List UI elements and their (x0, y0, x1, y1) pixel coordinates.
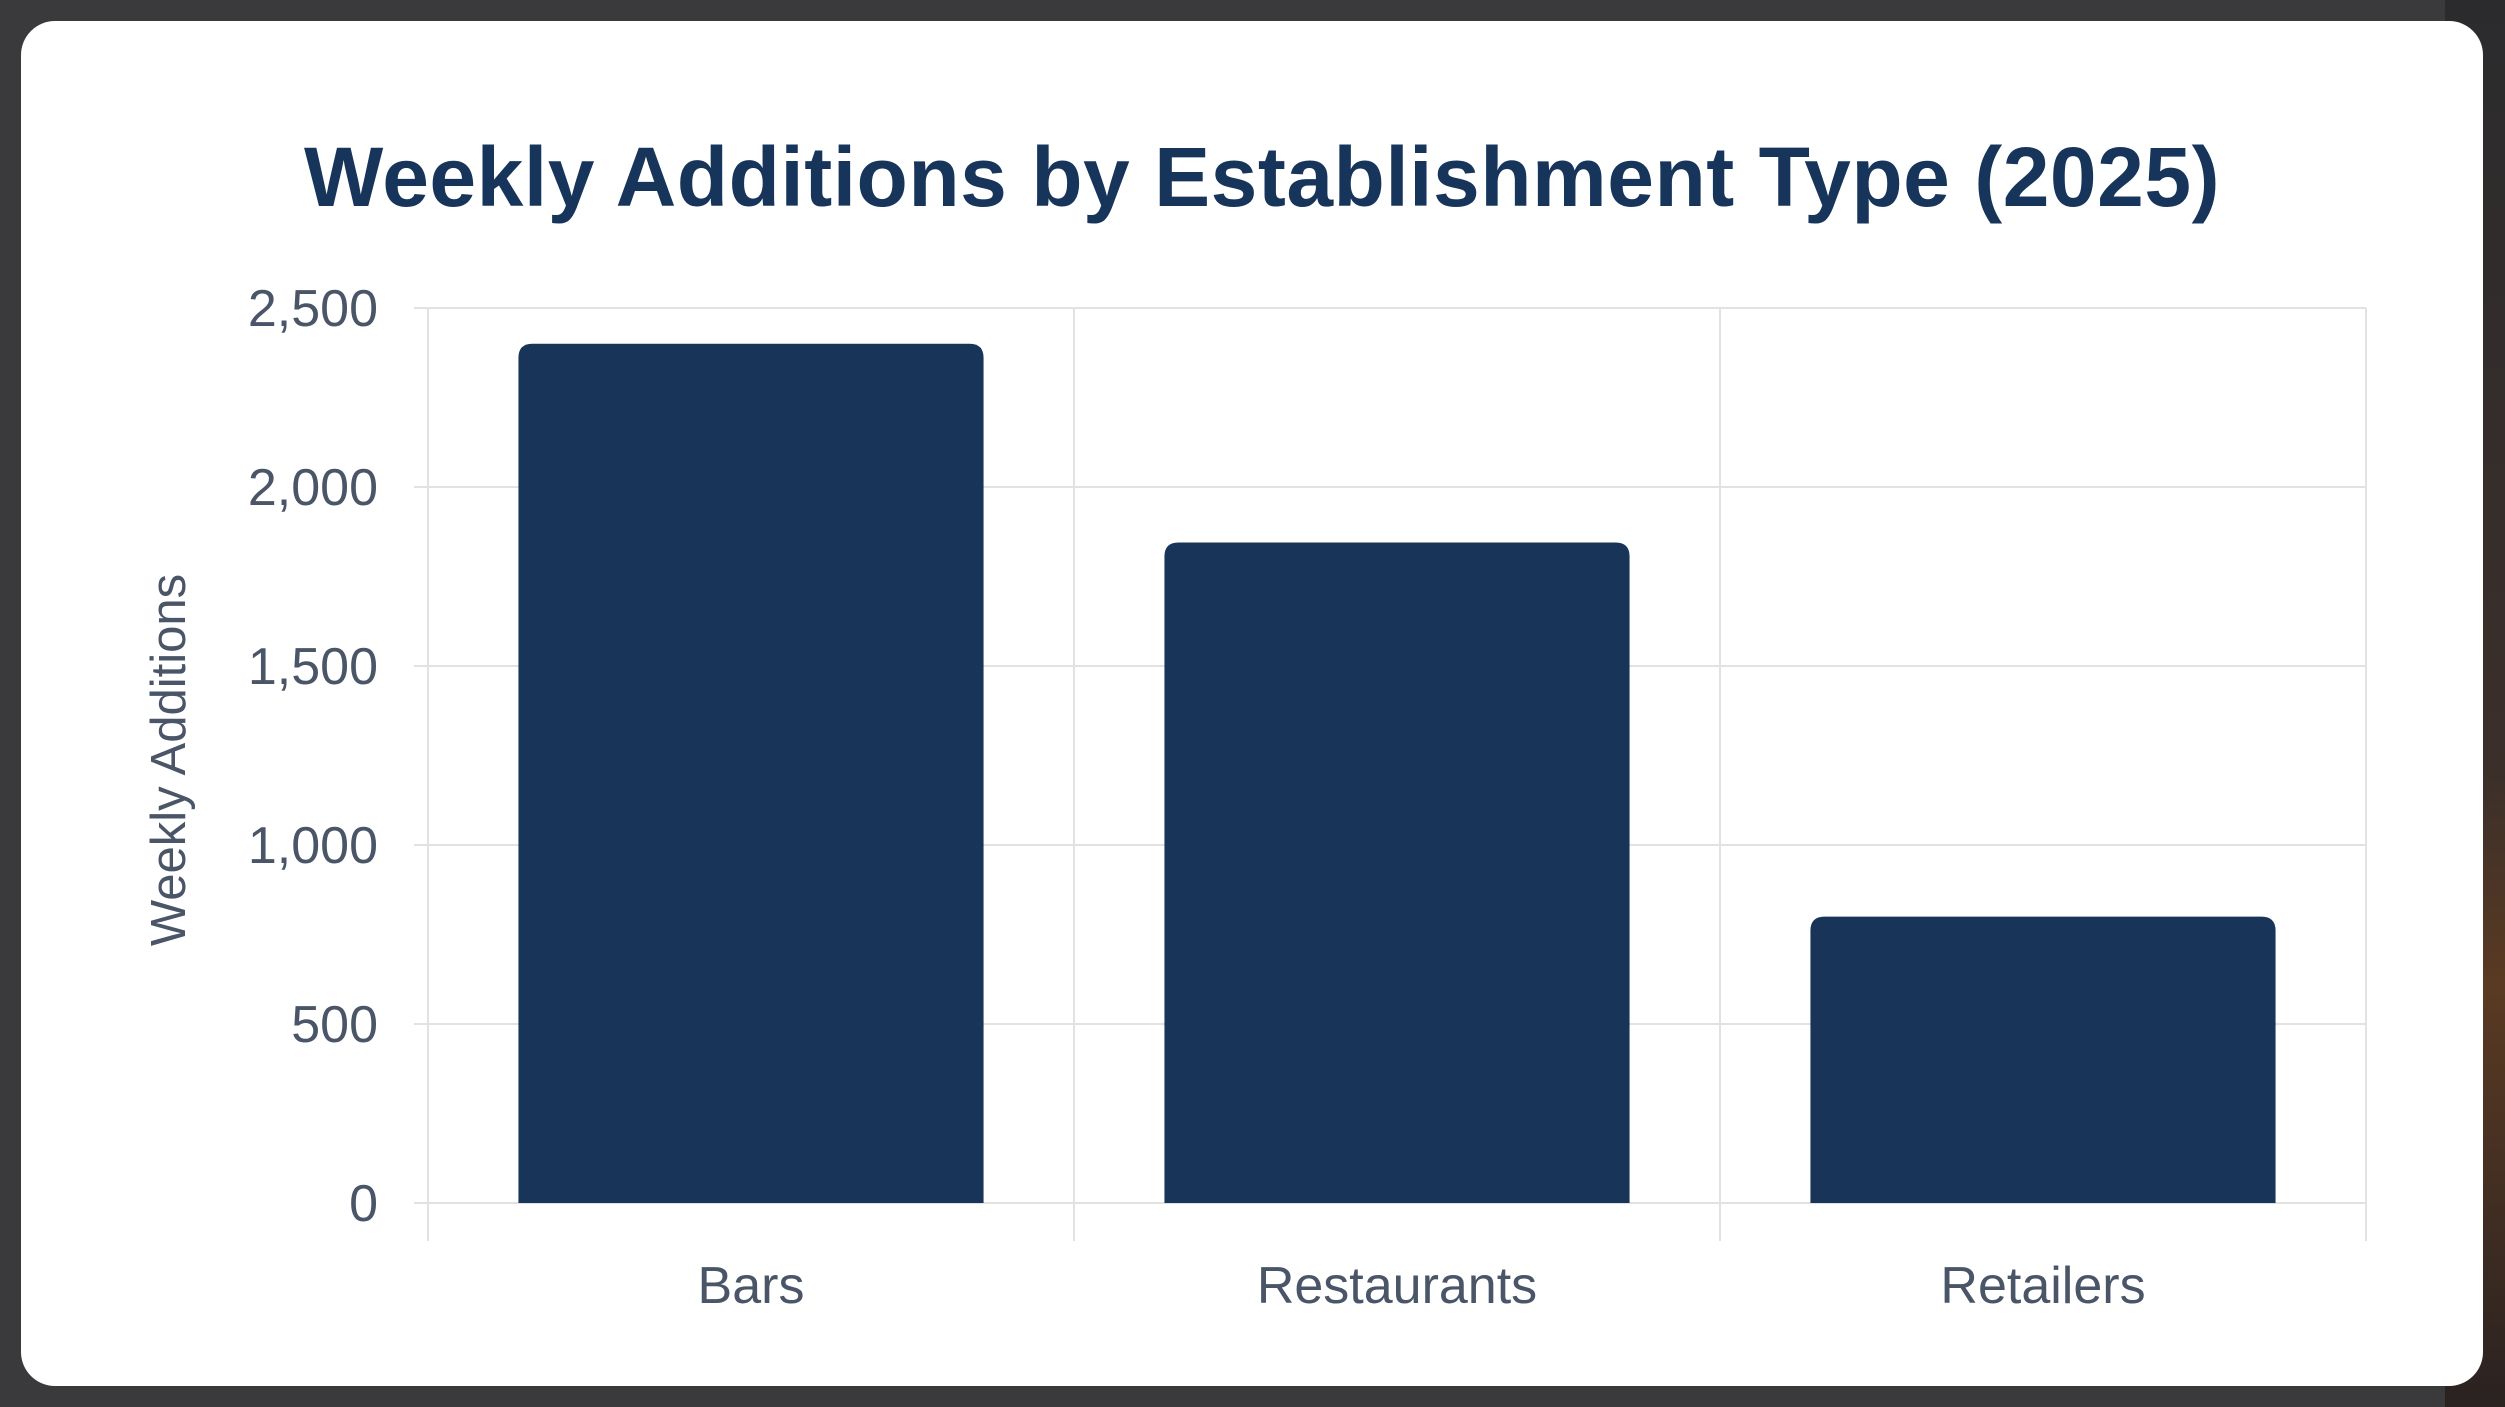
x-tick-label: Restaurants (1257, 1257, 1537, 1315)
y-axis-label: Weekly Additions (142, 574, 196, 946)
y-tick-label: 500 (291, 996, 378, 1054)
bars (518, 343, 2276, 1203)
chart-title: Weekly Additions by Establishment Type (… (303, 130, 2221, 224)
x-axis-ticks: Bars Restaurants Retailers (698, 1257, 2146, 1315)
x-tick-label: Bars (698, 1257, 805, 1315)
y-tick-label: 2,500 (248, 280, 378, 338)
y-tick-label: 1,500 (248, 638, 378, 696)
bar-bars (518, 343, 984, 1203)
y-tick-label: 2,000 (248, 459, 378, 517)
y-axis-ticks: 0 500 1,000 1,500 2,000 2,500 (248, 280, 378, 1233)
y-tick-label: 1,000 (248, 817, 378, 875)
x-tick-label: Retailers (1940, 1257, 2145, 1315)
bar-retailers (1810, 916, 2276, 1203)
bar-restaurants (1164, 542, 1630, 1203)
y-tick-label: 0 (349, 1175, 378, 1233)
